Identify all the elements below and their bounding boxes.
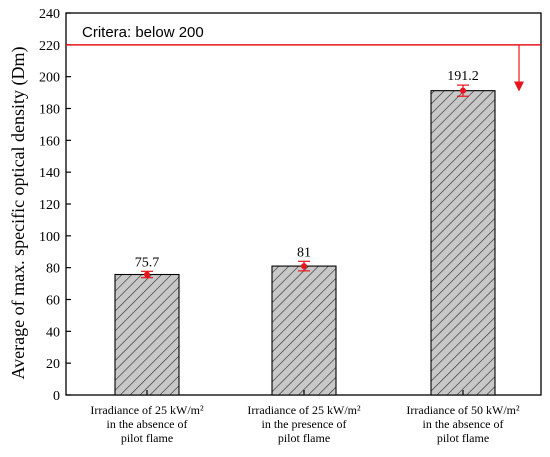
- mean-point: [144, 271, 150, 278]
- y-tick-label: 200: [39, 71, 60, 86]
- data-label: 81: [297, 245, 311, 260]
- y-tick-label: 140: [39, 166, 60, 181]
- y-tick-label: 20: [46, 357, 60, 372]
- x-category-label: in the presence of: [262, 417, 347, 431]
- x-category-label: in the absence of: [423, 417, 504, 431]
- x-category-label: Irradiance of 25 kW/m²: [247, 403, 361, 417]
- y-axis-title: Average of max. specific optical density…: [8, 46, 29, 379]
- mean-point: [460, 87, 466, 94]
- y-tick-label: 40: [46, 325, 60, 340]
- bar: [114, 273, 180, 396]
- y-tick-label: 160: [39, 134, 60, 149]
- plot-area: 0 20 40 60 80 100 120 140 160 180 200 220 240 75.7 Irr…: [39, 7, 542, 445]
- data-label: 75.7: [135, 255, 160, 270]
- x-category-label: pilot flame: [437, 431, 489, 445]
- y-tick-label: 0: [53, 389, 60, 404]
- mean-point: [301, 263, 307, 270]
- y-tick-label: 60: [46, 294, 60, 309]
- y-tick-label: 100: [39, 230, 60, 245]
- x-category-label: pilot flame: [121, 431, 173, 445]
- criteria-label: Critera: below 200: [82, 24, 204, 41]
- y-tick-label: 220: [39, 39, 60, 54]
- x-category-label: pilot flame: [278, 431, 330, 445]
- y-tick-label: 240: [39, 7, 60, 22]
- x-category-label: Irradiance of 50 kW/m²: [406, 403, 520, 417]
- criteria-arrow-head: [514, 81, 524, 92]
- bar: [430, 90, 496, 396]
- y-tick-label: 80: [46, 262, 60, 277]
- data-label: 191.2: [447, 69, 479, 84]
- bar: [271, 265, 337, 396]
- y-tick-label: 120: [39, 198, 60, 213]
- x-category-label: in the absence of: [107, 417, 188, 431]
- x-category-label: Irradiance of 25 kW/m²: [90, 403, 204, 417]
- y-tick-label: 180: [39, 103, 60, 118]
